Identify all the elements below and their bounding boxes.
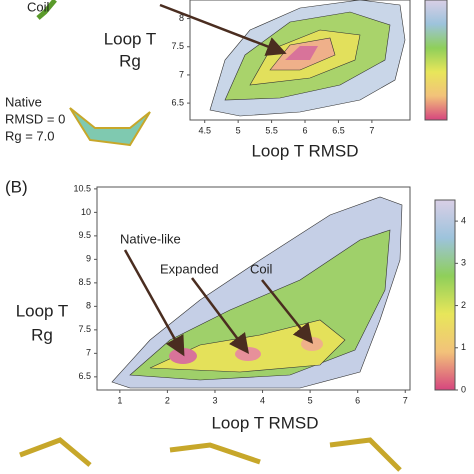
molecule: [36, 0, 57, 20]
x-tick-label: 4: [260, 395, 265, 405]
x-tick-label: 5: [308, 395, 313, 405]
colorbar: [434, 199, 456, 391]
panel-label: (B): [5, 177, 28, 196]
x-tick-label: 7: [369, 125, 374, 135]
colorbar-tick-label: 4: [461, 215, 466, 225]
x-axis-label: Loop T RMSD: [211, 413, 318, 432]
annotation: Native-like: [120, 231, 181, 246]
x-tick-label: 6.5: [332, 125, 345, 135]
x-axis-label: Loop T RMSD: [251, 141, 358, 160]
x-tick-label: 5.5: [265, 125, 278, 135]
y-axis-label: Loop T: [104, 29, 157, 48]
annotation: Coil: [27, 0, 50, 14]
y-tick-label: 8: [179, 13, 184, 23]
y-tick-label: 6.5: [78, 371, 91, 381]
y-tick-label: 7: [86, 348, 91, 358]
colorbar-tick-label: 0: [461, 384, 466, 394]
y-tick-label: 6.5: [171, 97, 184, 107]
molecule: [69, 107, 151, 147]
y-tick-label: 10.5: [73, 183, 91, 193]
contour: [301, 337, 323, 351]
y-axis-label: Rg: [119, 51, 141, 70]
x-tick-label: 6: [303, 125, 308, 135]
annotation: Rg = 7.0: [5, 128, 55, 143]
colorbar-tick-label: 3: [461, 258, 466, 268]
y-tick-label: 9: [86, 254, 91, 264]
y-tick-label: 7: [179, 69, 184, 79]
arrow: [159, 3, 287, 56]
molecule: [19, 437, 402, 472]
y-tick-label: 8.5: [78, 277, 91, 287]
arrow: [123, 249, 185, 357]
y-tick-label: 8: [86, 301, 91, 311]
annotation: Native: [5, 94, 42, 109]
annotation: Expanded: [160, 261, 219, 276]
arrow: [191, 277, 249, 354]
contour: [235, 347, 261, 361]
contour: [169, 348, 197, 364]
x-tick-label: 1: [117, 395, 122, 405]
x-tick-label: 6: [355, 395, 360, 405]
x-tick-label: 5: [236, 125, 241, 135]
y-tick-label: 7.5: [78, 324, 91, 334]
x-tick-label: 2: [165, 395, 170, 405]
arrow: [261, 279, 314, 344]
annotation: Coil: [250, 261, 273, 276]
colorbar: [424, 0, 448, 121]
y-axis-label: Loop T: [16, 301, 69, 320]
y-tick-label: 10: [81, 207, 91, 217]
y-tick-label: 9.5: [78, 230, 91, 240]
x-tick-label: 4.5: [198, 125, 211, 135]
y-tick-label: 7.5: [171, 41, 184, 51]
x-tick-label: 3: [212, 395, 217, 405]
x-tick-label: 7: [403, 395, 408, 405]
y-axis-label: Rg: [31, 325, 53, 344]
colorbar-tick-label: 2: [461, 300, 466, 310]
colorbar-tick-label: 1: [461, 342, 466, 352]
annotation: RMSD = 0: [5, 111, 65, 126]
contour: [285, 46, 318, 60]
